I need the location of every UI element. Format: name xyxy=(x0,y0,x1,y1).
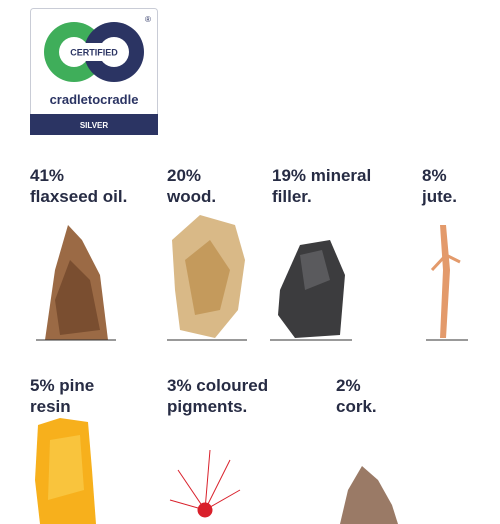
material: 20%wood. xyxy=(167,165,216,207)
wood-shavings xyxy=(167,215,247,340)
level-label: SILVER xyxy=(80,121,109,130)
certification-badge: CERTIFIED ® cradletocradle SILVER xyxy=(30,8,158,135)
material-illustrations xyxy=(0,215,500,524)
material-line: 41% xyxy=(30,165,127,186)
material-line: 8% xyxy=(422,165,457,186)
material-line: flaxseed oil. xyxy=(30,186,127,207)
material: 8%jute. xyxy=(422,165,457,207)
brand-label: cradletocradle xyxy=(50,92,139,107)
material-line: filler. xyxy=(272,186,371,207)
pine-resin xyxy=(35,418,96,524)
mineral-rocks xyxy=(270,240,352,340)
registered-mark: ® xyxy=(145,15,151,24)
material: 41%flaxseed oil. xyxy=(30,165,127,207)
page: {"badge": {"certified": "CERTIFIED", "br… xyxy=(0,0,500,524)
material-line: 19% mineral xyxy=(272,165,371,186)
cork-pile xyxy=(340,466,398,524)
certified-label: CERTIFIED xyxy=(70,48,118,58)
flaxseed-pile xyxy=(36,225,116,340)
jute-rope xyxy=(426,225,468,340)
material-line: wood. xyxy=(167,186,216,207)
material-line: jute. xyxy=(422,186,457,207)
pigment-splash xyxy=(170,450,240,517)
material-line: 20% xyxy=(167,165,216,186)
